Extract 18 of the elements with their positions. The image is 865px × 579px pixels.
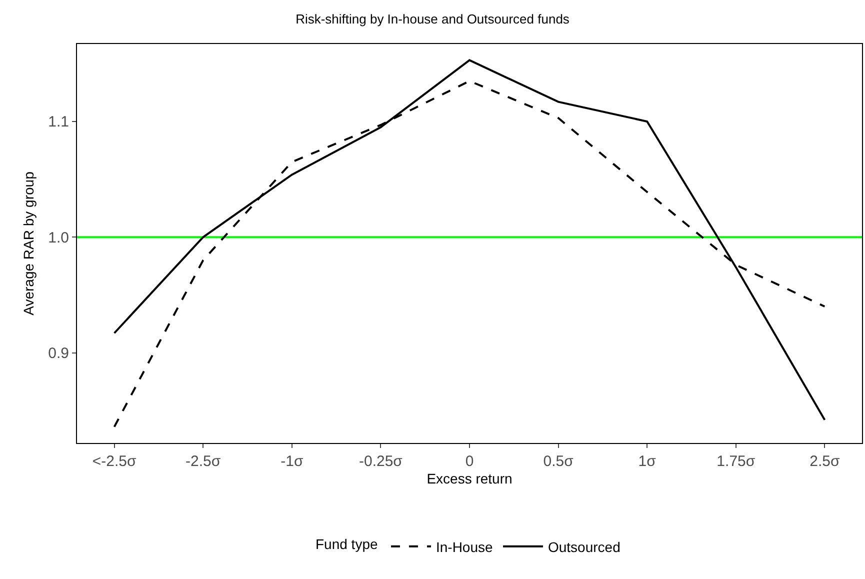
y-tick-label: 1.0 — [48, 229, 69, 246]
x-axis-title: Excess return — [426, 470, 512, 486]
x-tick-label: <-2.5σ — [92, 453, 137, 470]
x-tick-label: 2.5σ — [810, 453, 840, 470]
y-tick-label: 0.9 — [48, 345, 69, 362]
x-tick-label: 1.75σ — [716, 453, 756, 470]
x-tick-label: 0.5σ — [543, 453, 574, 470]
x-tick-label: 1σ — [638, 453, 657, 470]
x-tick-label: -0.25σ — [358, 453, 404, 470]
y-tick-label: 1.1 — [48, 114, 69, 131]
legend-label: Outsourced — [548, 538, 620, 555]
legend-label: In-House — [436, 538, 493, 555]
x-tick-label: 0 — [465, 453, 474, 470]
x-tick-label: -1σ — [280, 453, 304, 470]
y-axis-title: Average RAR by group — [20, 171, 37, 316]
x-tick-label: -2.5σ — [186, 453, 222, 470]
chart-title: Risk-shifting by In-house and Outsourced funds — [296, 12, 570, 27]
legend-title: Fund type — [316, 536, 378, 552]
